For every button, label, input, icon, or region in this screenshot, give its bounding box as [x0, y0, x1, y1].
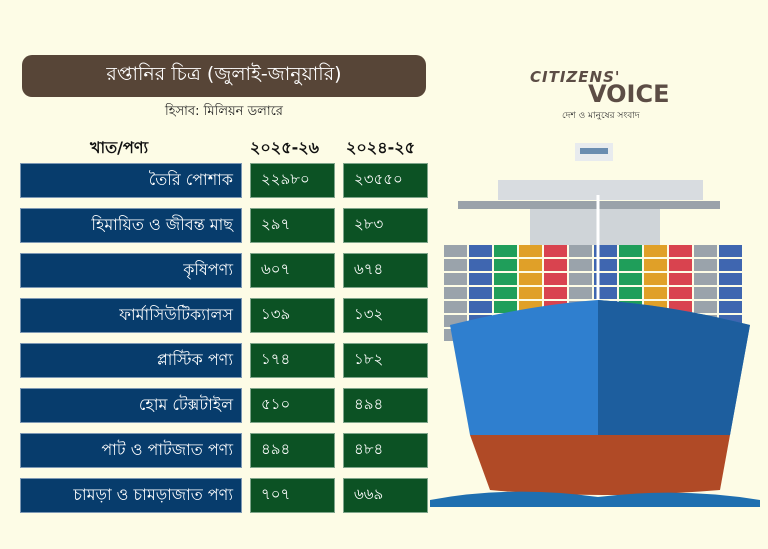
- value-2025-26: ১৭৪: [250, 343, 335, 378]
- column-header-2024-25: ২০২৪-২৫: [346, 138, 416, 157]
- table-row: পাট ও পাটজাত পণ্য ৪৯৪ ৪৮৪: [20, 433, 428, 468]
- column-header-2025-26: ২০২৫-২৬: [250, 138, 320, 157]
- container: [544, 259, 567, 271]
- container: [594, 259, 617, 271]
- container: [519, 245, 542, 257]
- container: [644, 245, 667, 257]
- container: [719, 301, 742, 313]
- sector-label: কৃষিপণ্য: [20, 253, 242, 288]
- container: [444, 259, 467, 271]
- container: [619, 245, 642, 257]
- container: [719, 259, 742, 271]
- container: [594, 245, 617, 257]
- container: [544, 273, 567, 285]
- cargo-ship-illustration: [430, 143, 760, 507]
- container: [694, 245, 717, 257]
- sector-label: প্লাস্টিক পণ্য: [20, 343, 242, 378]
- value-2024-25: ১৮২: [343, 343, 428, 378]
- container: [469, 273, 492, 285]
- column-header-sector: খাত/পণ্য: [90, 138, 149, 157]
- citizens-voice-logo: CITIZENS' VOICE দেশ ও মানুষের সংবাদ: [530, 68, 670, 123]
- container: [519, 259, 542, 271]
- value-2025-26: ৭০৭: [250, 478, 335, 513]
- container: [694, 287, 717, 299]
- container: [444, 245, 467, 257]
- container: [694, 301, 717, 313]
- value-2024-25: ২৮৩: [343, 208, 428, 243]
- container: [719, 245, 742, 257]
- sector-label: ফার্মাসিউটিক্যালস: [20, 298, 242, 333]
- container: [544, 245, 567, 257]
- container: [494, 287, 517, 299]
- container: [469, 287, 492, 299]
- container: [594, 273, 617, 285]
- container: [669, 273, 692, 285]
- container: [669, 245, 692, 257]
- sector-label: হিমায়িত ও জীবন্ত মাছ: [20, 208, 242, 243]
- container: [494, 245, 517, 257]
- container: [519, 273, 542, 285]
- container: [519, 287, 542, 299]
- container: [469, 245, 492, 257]
- container: [694, 273, 717, 285]
- value-2025-26: ৫১০: [250, 388, 335, 423]
- unit-note: হিসাব: মিলিয়ন ডলারে: [165, 104, 283, 119]
- logo-line1: CITIZENS': [530, 68, 621, 86]
- container: [569, 287, 592, 299]
- container: [644, 259, 667, 271]
- value-2024-25: ৬৬৯: [343, 478, 428, 513]
- container: [494, 259, 517, 271]
- container: [469, 301, 492, 313]
- table-row: প্লাস্টিক পণ্য ১৭৪ ১৮২: [20, 343, 428, 378]
- container: [494, 301, 517, 313]
- container: [644, 273, 667, 285]
- sector-label: হোম টেক্সটাইল: [20, 388, 242, 423]
- value-2025-26: ৪৯৪: [250, 433, 335, 468]
- container: [669, 287, 692, 299]
- value-2024-25: ৬৭৪: [343, 253, 428, 288]
- container: [619, 287, 642, 299]
- container: [694, 259, 717, 271]
- page-title: রপ্তানির চিত্র (জুলাই-জানুয়ারি): [22, 55, 426, 97]
- container: [594, 287, 617, 299]
- table-row: তৈরি পোশাক ২২৯৮০ ২৩৫৫০: [20, 163, 428, 198]
- container: [469, 259, 492, 271]
- container: [569, 273, 592, 285]
- container: [619, 259, 642, 271]
- value-2024-25: ৪৮৪: [343, 433, 428, 468]
- value-2025-26: ২৯৭: [250, 208, 335, 243]
- value-2024-25: ১৩২: [343, 298, 428, 333]
- container: [619, 273, 642, 285]
- container: [569, 259, 592, 271]
- value-2025-26: ৬০৭: [250, 253, 335, 288]
- logo-line2: VOICE: [588, 80, 670, 108]
- table-row: চামড়া ও চামড়াজাত পণ্য ৭০৭ ৬৬৯: [20, 478, 428, 513]
- container: [569, 245, 592, 257]
- value-2025-26: ২২৯৮০: [250, 163, 335, 198]
- value-2025-26: ১৩৯: [250, 298, 335, 333]
- container: [544, 287, 567, 299]
- sector-label: তৈরি পোশাক: [20, 163, 242, 198]
- sector-label: চামড়া ও চামড়াজাত পণ্য: [20, 478, 242, 513]
- container: [444, 301, 467, 313]
- table-row: হিমায়িত ও জীবন্ত মাছ ২৯৭ ২৮৩: [20, 208, 428, 243]
- logo-tagline: দেশ ও মানুষের সংবাদ: [562, 111, 640, 121]
- container: [444, 287, 467, 299]
- container: [494, 273, 517, 285]
- table-row: ফার্মাসিউটিক্যালস ১৩৯ ১৩২: [20, 298, 428, 333]
- container: [719, 287, 742, 299]
- container: [444, 273, 467, 285]
- container: [644, 287, 667, 299]
- value-2024-25: ৪৯৪: [343, 388, 428, 423]
- table-row: হোম টেক্সটাইল ৫১০ ৪৯৪: [20, 388, 428, 423]
- sector-label: পাট ও পাটজাত পণ্য: [20, 433, 242, 468]
- container: [719, 273, 742, 285]
- table-row: কৃষিপণ্য ৬০৭ ৬৭৪: [20, 253, 428, 288]
- container: [669, 259, 692, 271]
- value-2024-25: ২৩৫৫০: [343, 163, 428, 198]
